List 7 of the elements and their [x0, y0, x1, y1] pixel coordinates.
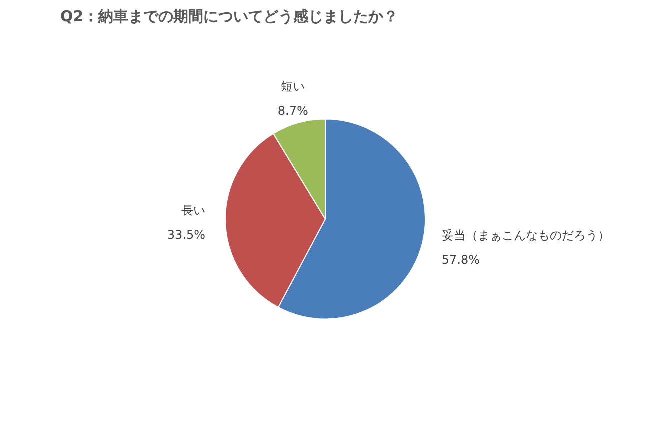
- data-label: 8.7%: [278, 104, 308, 118]
- data-label: 57.8%: [442, 252, 480, 267]
- slice-label: 妥当（まぁこんなものだろう）: [442, 228, 610, 242]
- slice-label: 短い: [281, 80, 306, 94]
- chart-title: Q2：納車までの期間についてどう感じましたか？: [60, 8, 399, 26]
- data-label: 33.5%: [167, 228, 206, 242]
- slice-label: 長い: [182, 203, 206, 218]
